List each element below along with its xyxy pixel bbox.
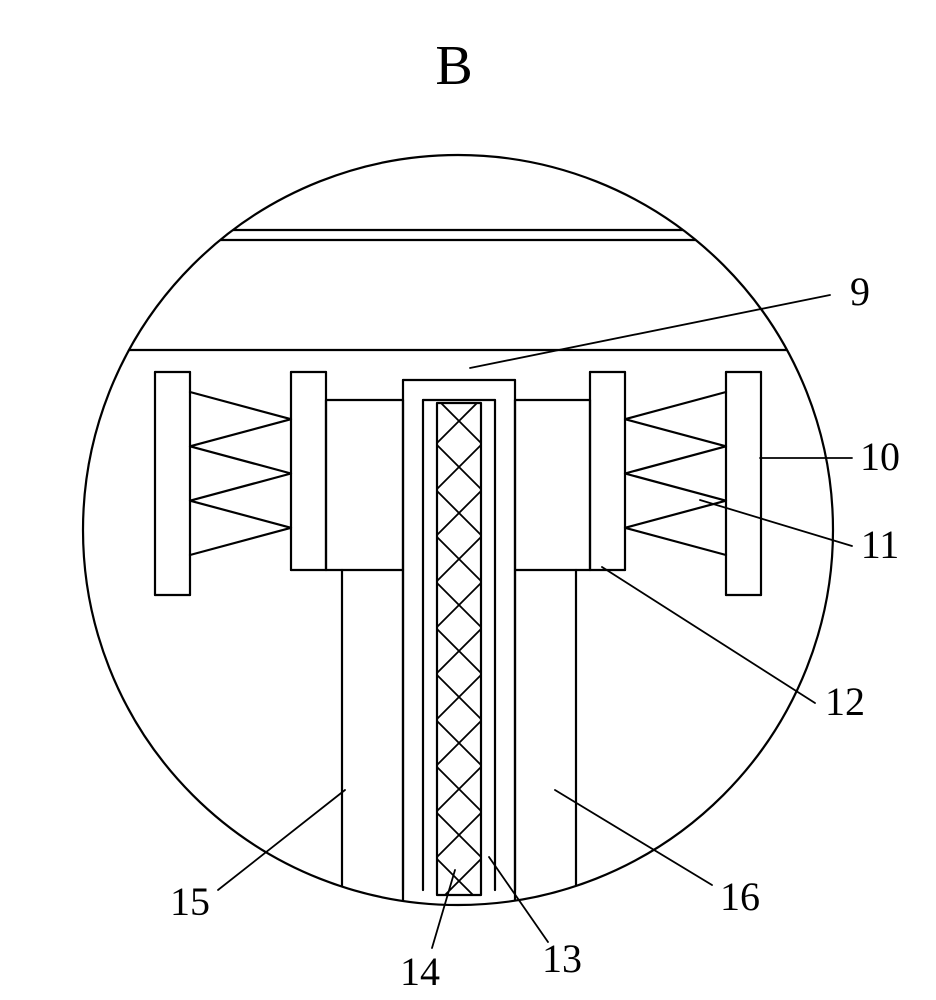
callout-16: 16 [720,874,760,919]
view-label: B [435,35,472,97]
callout-15: 15 [170,879,210,924]
detail-view-b: B 9 10 11 12 16 13 14 15 [0,0,936,1000]
leader-line [602,567,815,703]
spring-icon [625,392,726,555]
leader-line [218,790,345,890]
callout-13: 13 [542,936,582,981]
leader-line [432,870,455,948]
detail-circle [83,155,833,905]
leader-line [700,500,852,546]
spring-icon [190,392,291,555]
callout-11: 11 [861,522,900,567]
leader-line [555,790,712,885]
leader-line [489,857,548,942]
callout-9: 9 [850,269,870,314]
callout-10: 10 [860,434,900,479]
callout-12: 12 [825,679,865,724]
callout-14: 14 [400,949,440,994]
